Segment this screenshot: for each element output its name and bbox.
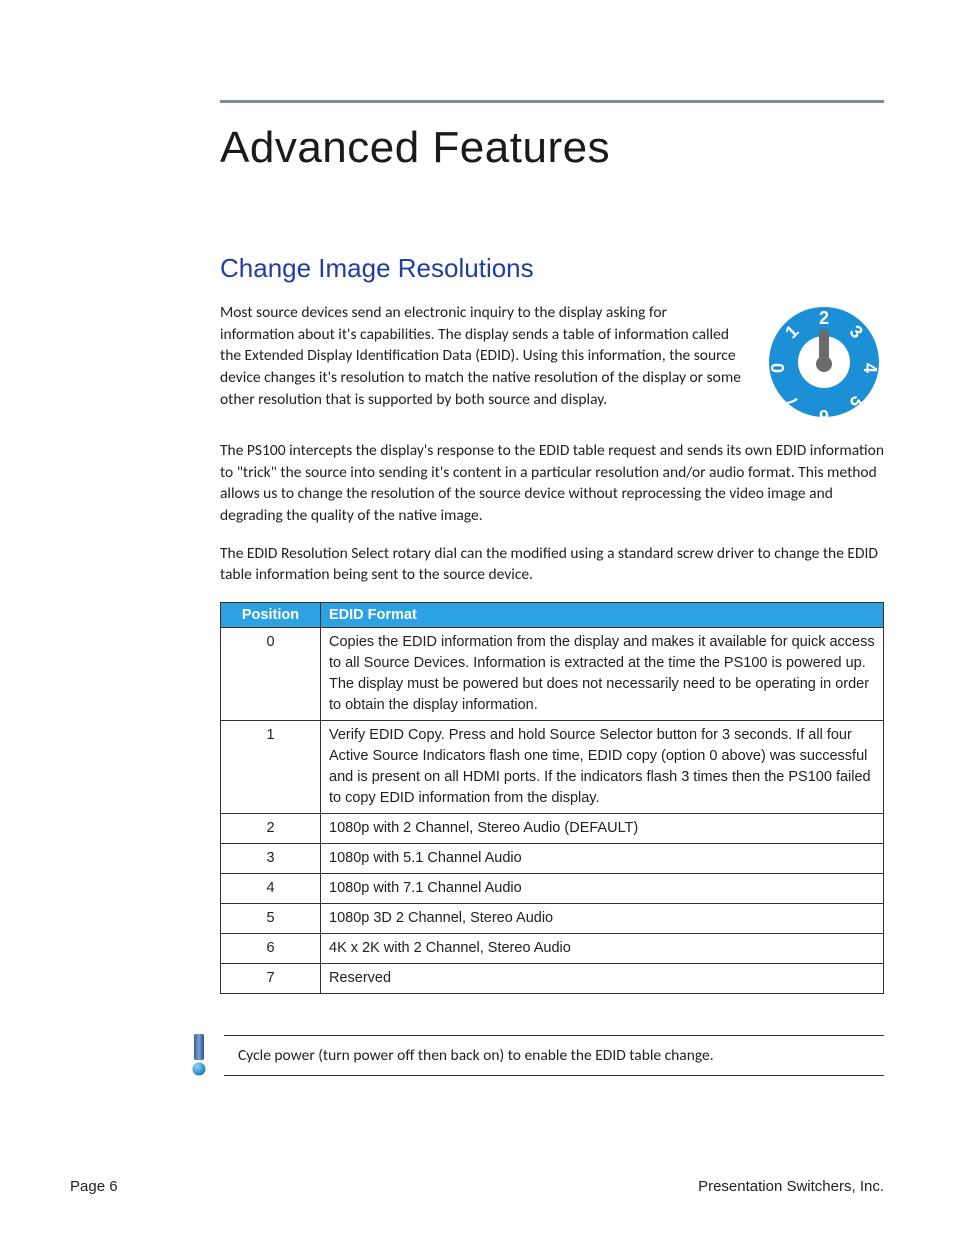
cell-format: 1080p with 2 Channel, Stereo Audio (DEFA… [321, 814, 884, 844]
intro-paragraph: Most source devices send an electronic i… [220, 302, 744, 422]
cell-format: 1080p 3D 2 Channel, Stereo Audio [321, 904, 884, 934]
svg-text:4: 4 [860, 363, 880, 373]
svg-text:6: 6 [819, 406, 829, 422]
cell-position: 3 [221, 844, 321, 874]
content-area: Change Image Resolutions Most source dev… [220, 253, 884, 1076]
cell-position: 5 [221, 904, 321, 934]
table-row: 64K x 2K with 2 Channel, Stereo Audio [221, 934, 884, 964]
footer-page-number: Page 6 [70, 1178, 118, 1195]
cell-position: 1 [221, 721, 321, 814]
col-header-position: Position [221, 603, 321, 628]
paragraph-3: The EDID Resolution Select rotary dial c… [220, 543, 884, 586]
top-rule [220, 100, 884, 103]
edid-table: Position EDID Format 0Copies the EDID in… [220, 602, 884, 994]
table-row: 21080p with 2 Channel, Stereo Audio (DEF… [221, 814, 884, 844]
cell-format: 4K x 2K with 2 Channel, Stereo Audio [321, 934, 884, 964]
table-row: 0Copies the EDID information from the di… [221, 628, 884, 721]
svg-text:2: 2 [819, 308, 829, 328]
paragraph-2: The PS100 intercepts the display's respo… [220, 440, 884, 527]
cell-position: 0 [221, 628, 321, 721]
table-row: 31080p with 5.1 Channel Audio [221, 844, 884, 874]
page-title: Advanced Features [220, 123, 884, 173]
section-heading: Change Image Resolutions [220, 253, 884, 284]
note-text: Cycle power (turn power off then back on… [224, 1035, 884, 1076]
cell-format: 1080p with 7.1 Channel Audio [321, 874, 884, 904]
svg-text:0: 0 [768, 363, 788, 373]
table-row: 7Reserved [221, 964, 884, 994]
col-header-format: EDID Format [321, 603, 884, 628]
table-row: 41080p with 7.1 Channel Audio [221, 874, 884, 904]
cell-position: 6 [221, 934, 321, 964]
footer-company: Presentation Switchers, Inc. [698, 1178, 884, 1195]
cell-position: 2 [221, 814, 321, 844]
cell-format: Verify EDID Copy. Press and hold Source … [321, 721, 884, 814]
cell-format: Reserved [321, 964, 884, 994]
table-row: 51080p 3D 2 Channel, Stereo Audio [221, 904, 884, 934]
page-footer: Page 6 Presentation Switchers, Inc. [70, 1178, 884, 1195]
table-row: 1Verify EDID Copy. Press and hold Source… [221, 721, 884, 814]
exclamation-icon [190, 1034, 208, 1076]
cell-position: 7 [221, 964, 321, 994]
cell-position: 4 [221, 874, 321, 904]
rotary-dial-icon: 0 1 2 3 4 5 6 7 [764, 302, 884, 422]
note-callout: Cycle power (turn power off then back on… [220, 1034, 884, 1076]
cell-format: 1080p with 5.1 Channel Audio [321, 844, 884, 874]
cell-format: Copies the EDID information from the dis… [321, 628, 884, 721]
